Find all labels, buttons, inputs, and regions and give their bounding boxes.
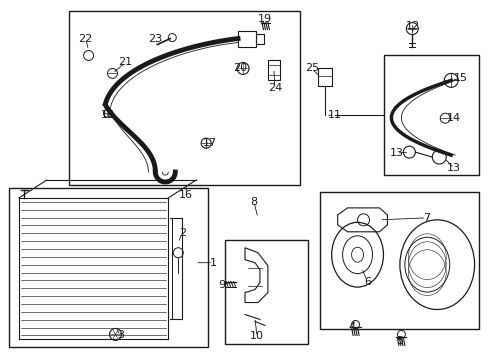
Text: 2: 2 (178, 228, 185, 238)
Text: 13: 13 (446, 163, 460, 173)
Text: 24: 24 (267, 84, 282, 93)
Bar (68, 11, 299, 185)
Text: 25: 25 (304, 63, 318, 73)
Text: 3: 3 (117, 330, 124, 341)
Text: 9: 9 (218, 280, 225, 289)
Bar (267, 60, 279, 80)
Text: 1: 1 (209, 258, 216, 268)
Text: 22: 22 (79, 33, 93, 44)
Bar (238, 31, 255, 46)
Text: 6: 6 (363, 276, 370, 287)
Text: 21: 21 (118, 58, 132, 67)
Text: 20: 20 (232, 63, 246, 73)
Text: 18: 18 (100, 110, 114, 120)
Bar (319, 192, 478, 329)
Text: 8: 8 (250, 197, 257, 207)
Bar (317, 68, 331, 86)
Bar (224, 240, 307, 345)
Text: 4: 4 (347, 323, 354, 332)
Text: 13: 13 (388, 148, 403, 158)
Text: 14: 14 (446, 113, 460, 123)
Text: 5: 5 (395, 336, 402, 346)
Text: 17: 17 (203, 138, 217, 148)
Bar (9, 188, 208, 347)
Text: 10: 10 (249, 332, 264, 341)
Text: 11: 11 (327, 110, 341, 120)
Text: 7: 7 (422, 213, 429, 223)
Text: 23: 23 (148, 33, 162, 44)
Bar (255, 33, 264, 44)
Text: 12: 12 (406, 21, 420, 31)
Text: 19: 19 (257, 14, 271, 24)
Bar (384, 55, 478, 175)
Text: 15: 15 (453, 73, 467, 84)
Text: 16: 16 (179, 190, 193, 200)
